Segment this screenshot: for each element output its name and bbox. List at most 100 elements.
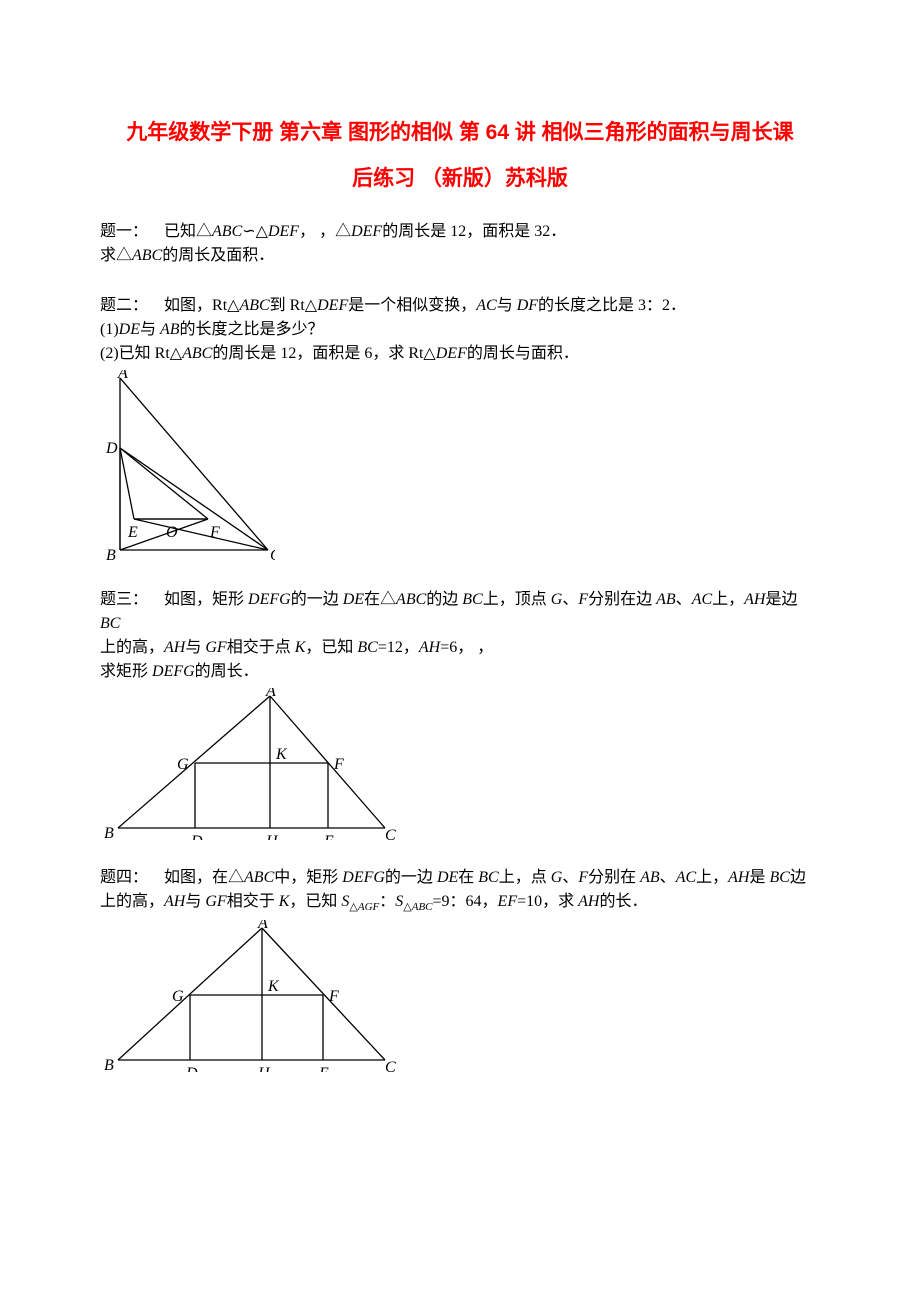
var-g: G: [551, 591, 563, 608]
text: ∽△: [242, 223, 268, 240]
var-ab: AB: [160, 321, 180, 338]
svg-text:B: B: [104, 825, 114, 840]
var-bc: BC: [478, 869, 498, 886]
svg-text:O: O: [166, 524, 178, 541]
text: 上，点: [499, 869, 551, 886]
sub-abc: ABC: [412, 902, 433, 914]
problem-1-label: 题一：: [100, 223, 148, 240]
svg-text:A: A: [117, 370, 128, 382]
svg-text:D: D: [190, 833, 203, 840]
svg-text:G: G: [172, 988, 184, 1005]
text: 上，: [696, 869, 728, 886]
var-bc: BC: [357, 639, 377, 656]
text: 如图，Rt△: [164, 297, 239, 314]
var-abc: ABC: [132, 247, 162, 264]
problem-3: 题三： 如图，矩形 DEFG的一边 DE在△ABC的边 BC上，顶点 G、F分别…: [100, 588, 820, 840]
svg-text:E: E: [323, 833, 334, 840]
sub-tri: △: [349, 902, 357, 914]
text: 上的高，: [100, 893, 164, 910]
var-de: DE: [119, 321, 140, 338]
var-de: DE: [437, 869, 458, 886]
var-abc: ABC: [244, 869, 274, 886]
text: ，已知: [289, 893, 341, 910]
var-ab: AB: [640, 869, 660, 886]
problem-2-line-2: (1)DE与 AB的长度之比是多少？: [100, 318, 820, 342]
text: 的周长．: [195, 663, 259, 680]
page-title: 九年级数学下册 第六章 图形的相似 第 64 讲 相似三角形的面积与周长课 后练…: [100, 110, 820, 202]
var-ah: AH: [728, 869, 749, 886]
text: 求△: [100, 247, 132, 264]
var-ac: AC: [476, 297, 496, 314]
var-ah: AH: [164, 893, 185, 910]
var-gf: GF: [205, 893, 226, 910]
text: 的边: [426, 591, 462, 608]
svg-text:C: C: [270, 547, 275, 562]
var-ah: AH: [744, 591, 765, 608]
var-abc: ABC: [396, 591, 426, 608]
text: (2)已知 Rt△: [100, 345, 182, 362]
text: 的一边: [385, 869, 437, 886]
var-de: DE: [343, 591, 364, 608]
text: 上，顶点: [483, 591, 551, 608]
text: 是: [749, 869, 769, 886]
problem-4: 题四： 如图，在△ABC中，矩形 DEFG的一边 DE在 BC上，点 G、F分别…: [100, 866, 820, 1072]
var-ah: AH: [578, 893, 599, 910]
text: 如图，在△: [164, 869, 244, 886]
text: 中，矩形: [274, 869, 342, 886]
svg-text:E: E: [318, 1065, 329, 1072]
svg-text:F: F: [209, 524, 220, 541]
text: 是一个相似变换，: [348, 297, 476, 314]
var-df: DF: [517, 297, 538, 314]
var-abc: ABC: [212, 223, 242, 240]
var-defg: DEFG: [342, 869, 385, 886]
var-ac: AC: [692, 591, 712, 608]
svg-text:D: D: [185, 1065, 198, 1072]
problem-4-line-1: 题四： 如图，在△ABC中，矩形 DEFG的一边 DE在 BC上，点 G、F分别…: [100, 866, 820, 890]
text: 上的高，: [100, 639, 164, 656]
svg-text:H: H: [265, 833, 279, 840]
text: 与: [497, 297, 517, 314]
text: 到 Rt△: [270, 297, 317, 314]
text: 与: [185, 893, 205, 910]
sub-agf: AGF: [358, 902, 379, 914]
var-ah: AH: [419, 639, 440, 656]
svg-text:B: B: [104, 1057, 114, 1072]
text: 上，: [712, 591, 744, 608]
var-f: F: [578, 591, 588, 608]
text: =9：64，: [433, 893, 498, 910]
var-ac: AC: [676, 869, 696, 886]
text: 相交于点: [227, 639, 295, 656]
problem-1-line-1: 题一： 已知△ABC∽△DEF， ，△DEF的周长是 12，面积是 32．: [100, 220, 820, 244]
text: 的长度之比是 3：2．: [538, 297, 686, 314]
text: 求矩形: [100, 663, 152, 680]
text: 在: [458, 869, 478, 886]
text: 分别在: [588, 869, 640, 886]
var-k: K: [295, 639, 306, 656]
problem-2-line-3: (2)已知 Rt△ABC的周长是 12，面积是 6，求 Rt△DEF的周长与面积…: [100, 342, 820, 366]
var-f: F: [578, 869, 588, 886]
problem-4-figure: ABCGFKDHE: [100, 920, 820, 1072]
title-line-2: 后练习 （新版）苏科版: [352, 167, 568, 190]
svg-text:D: D: [105, 440, 118, 457]
var-abc: ABC: [239, 297, 269, 314]
text: 是边: [765, 591, 797, 608]
text: 的周长是 12，面积是 6，求 Rt△: [212, 345, 435, 362]
var-defg: DEFG: [152, 663, 195, 680]
var-ef: EF: [498, 893, 518, 910]
text: 的长度之比是多少？: [180, 321, 324, 338]
svg-text:A: A: [265, 688, 276, 700]
text: 在△: [364, 591, 396, 608]
svg-text:K: K: [267, 978, 280, 995]
var-k: K: [279, 893, 290, 910]
text: 与: [140, 321, 160, 338]
var-g: G: [551, 869, 563, 886]
text: 的长．: [599, 893, 647, 910]
svg-text:F: F: [333, 756, 344, 773]
text: ，已知: [305, 639, 357, 656]
text: =6， ，: [440, 639, 493, 656]
problem-3-line-3: 求矩形 DEFG的周长．: [100, 660, 820, 684]
problem-2-label: 题二：: [100, 297, 148, 314]
var-defg: DEFG: [248, 591, 291, 608]
var-bc: BC: [462, 591, 482, 608]
svg-text:B: B: [106, 547, 116, 562]
